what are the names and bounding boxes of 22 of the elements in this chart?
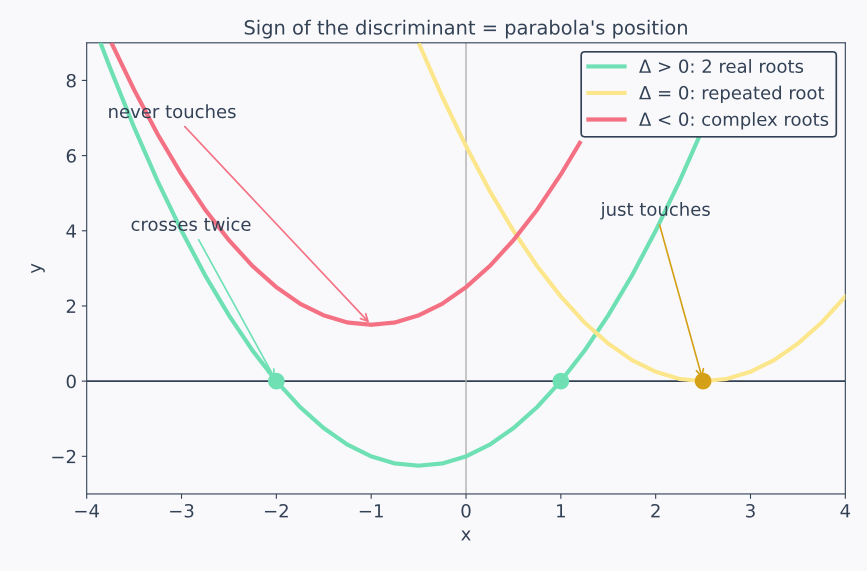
y-tick-label: −2 bbox=[52, 450, 76, 464]
x-tick-label: 3 bbox=[746, 504, 755, 518]
y-tick-label: 8 bbox=[66, 74, 76, 88]
legend-label: Δ < 0: complex roots bbox=[639, 112, 828, 130]
y-tick-label: 6 bbox=[66, 149, 76, 163]
y-tick-label: 4 bbox=[66, 224, 76, 238]
legend-label: Δ > 0: 2 real roots bbox=[639, 59, 804, 74]
y-axis-title: y bbox=[31, 264, 45, 274]
legend-label: Δ = 0: repeated root bbox=[639, 86, 824, 104]
x-tick-label: −4 bbox=[75, 504, 99, 518]
x-tick-label: 4 bbox=[840, 504, 850, 518]
x-tick-label: 0 bbox=[461, 504, 471, 518]
y-tick-label: 2 bbox=[66, 299, 76, 313]
x-tick-label: 1 bbox=[557, 504, 565, 518]
x-axis-title: x bbox=[461, 530, 471, 540]
line-series bbox=[110, 42, 582, 327]
chart-title: Sign of the discriminant = parabola's position bbox=[244, 20, 687, 39]
x-tick-label: 2 bbox=[651, 504, 660, 518]
x-tick-label: −1 bbox=[360, 504, 383, 518]
y-tick-label: 0 bbox=[66, 374, 76, 388]
x-tick-label: −3 bbox=[170, 504, 194, 518]
x-tick-label: −2 bbox=[264, 504, 288, 518]
